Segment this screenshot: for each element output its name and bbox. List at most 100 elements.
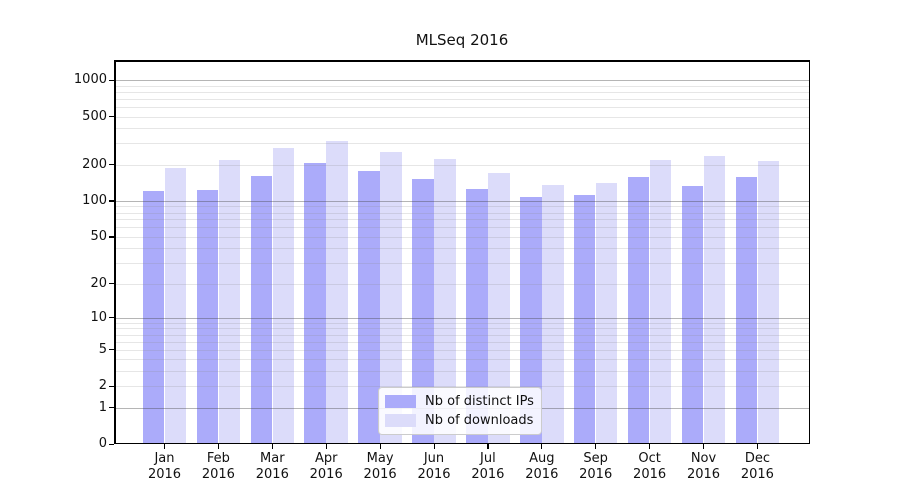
y-tick-label-200: 200 xyxy=(82,156,107,172)
x-tick-label-jun: Jun 2016 xyxy=(417,451,451,482)
x-tick-mar xyxy=(271,444,273,449)
gridline-80 xyxy=(114,212,810,214)
y-tick-0 xyxy=(109,443,114,445)
gridline-300 xyxy=(114,143,810,145)
chart-title: MLSeq 2016 xyxy=(415,31,509,49)
x-tick-label-nov: Nov 2016 xyxy=(686,451,721,482)
gridline-5 xyxy=(114,349,810,351)
gridline-9 xyxy=(114,322,810,324)
x-tick-label-feb: Feb 2016 xyxy=(201,451,235,482)
x-tick-feb xyxy=(217,444,220,449)
gridline-600 xyxy=(114,106,810,108)
gridline-70 xyxy=(114,219,810,221)
y-tick-1 xyxy=(109,407,114,409)
y-tick-label-10: 10 xyxy=(90,309,107,325)
gridline-6 xyxy=(114,341,810,343)
x-tick-oct xyxy=(649,444,651,449)
gridline-20 xyxy=(114,283,810,285)
bar-nov-ips xyxy=(681,186,704,444)
plot-area: Nb of distinct IPs Nb of downloads xyxy=(114,60,810,444)
gridline-900 xyxy=(114,85,810,87)
x-tick-jun xyxy=(433,444,435,449)
legend-swatch-downloads xyxy=(385,414,416,427)
y-tick-label-100: 100 xyxy=(82,192,107,208)
gridline-8 xyxy=(114,328,810,330)
bar-oct-downloads xyxy=(649,160,672,444)
bar-sep-ips xyxy=(573,195,596,444)
bar-jan-ips xyxy=(142,190,165,444)
x-tick-label-apr: Apr 2016 xyxy=(309,451,343,482)
bar-may-ips xyxy=(358,171,380,444)
gridline-7 xyxy=(114,334,810,336)
gridline-800 xyxy=(114,91,810,93)
legend-label-downloads: Nb of downloads xyxy=(425,413,534,428)
gridline-3 xyxy=(114,371,810,372)
gridline-60 xyxy=(114,227,810,229)
gridline-700 xyxy=(114,98,810,100)
gridline-100 xyxy=(114,200,810,202)
legend-item-downloads: Nb of downloads xyxy=(385,412,533,429)
bar-dec-ips xyxy=(735,177,758,444)
x-tick-sep xyxy=(595,444,597,449)
x-tick-apr xyxy=(325,444,327,449)
y-tick-label-50: 50 xyxy=(90,228,107,244)
spine-top xyxy=(114,60,810,62)
x-tick-jan xyxy=(164,444,166,449)
spine-left xyxy=(114,60,116,444)
x-tick-label-sep: Sep 2016 xyxy=(579,451,613,482)
gridline-90 xyxy=(114,206,810,208)
bar-mar-ips xyxy=(250,176,273,444)
y-tick-50 xyxy=(109,236,114,238)
bar-feb-downloads xyxy=(218,160,241,444)
x-tick-jul xyxy=(487,444,489,449)
bar-oct-ips xyxy=(627,177,650,444)
x-tick-may xyxy=(379,444,381,449)
x-tick-aug xyxy=(541,444,543,449)
bar-aug-downloads xyxy=(542,185,564,444)
y-tick-5 xyxy=(109,349,114,351)
bar-jan-downloads xyxy=(164,168,187,444)
gridline-4 xyxy=(114,359,810,361)
bar-sep-downloads xyxy=(595,182,618,444)
x-tick-label-may: May 2016 xyxy=(363,451,397,482)
x-tick-nov xyxy=(703,444,705,449)
spine-right xyxy=(808,60,810,444)
y-tick-label-2: 2 xyxy=(98,378,107,394)
x-tick-label-aug: Aug 2016 xyxy=(525,451,559,482)
y-tick-label-1: 1 xyxy=(98,399,107,415)
gridline-200 xyxy=(114,164,810,166)
x-tick-label-oct: Oct 2016 xyxy=(633,451,667,482)
legend: Nb of distinct IPs Nb of downloads xyxy=(378,387,542,435)
y-tick-label-5: 5 xyxy=(98,341,107,357)
y-tick-100 xyxy=(109,200,114,202)
y-tick-10 xyxy=(109,317,114,319)
legend-label-distinct-ips: Nb of distinct IPs xyxy=(425,394,534,409)
x-tick-label-mar: Mar 2016 xyxy=(255,451,289,482)
gridline-40 xyxy=(114,248,810,250)
gridline-50 xyxy=(114,236,810,238)
y-tick-20 xyxy=(109,283,114,285)
x-tick-label-jan: Jan 2016 xyxy=(147,451,182,482)
gridline-1000 xyxy=(114,80,810,81)
gridline-400 xyxy=(114,128,810,130)
bar-apr-downloads xyxy=(326,141,348,444)
x-tick-dec xyxy=(756,444,759,449)
gridline-10 xyxy=(114,317,810,319)
y-tick-label-1000: 1000 xyxy=(73,72,107,87)
gridline-30 xyxy=(114,263,810,265)
bar-apr-ips xyxy=(304,162,326,444)
bar-nov-downloads xyxy=(703,155,726,444)
y-tick-200 xyxy=(109,164,114,166)
x-tick-label-dec: Dec 2016 xyxy=(740,451,774,482)
y-tick-1000 xyxy=(109,79,114,81)
y-tick-label-500: 500 xyxy=(82,108,107,124)
gridline-500 xyxy=(114,116,810,118)
legend-swatch-distinct-ips xyxy=(385,395,416,408)
bar-dec-downloads xyxy=(757,160,780,444)
y-tick-500 xyxy=(109,116,114,118)
bar-mar-downloads xyxy=(272,147,295,444)
x-tick-label-jul: Jul 2016 xyxy=(471,451,505,482)
legend-item-distinct-ips: Nb of distinct IPs xyxy=(385,393,534,410)
y-tick-label-0: 0 xyxy=(98,436,107,451)
